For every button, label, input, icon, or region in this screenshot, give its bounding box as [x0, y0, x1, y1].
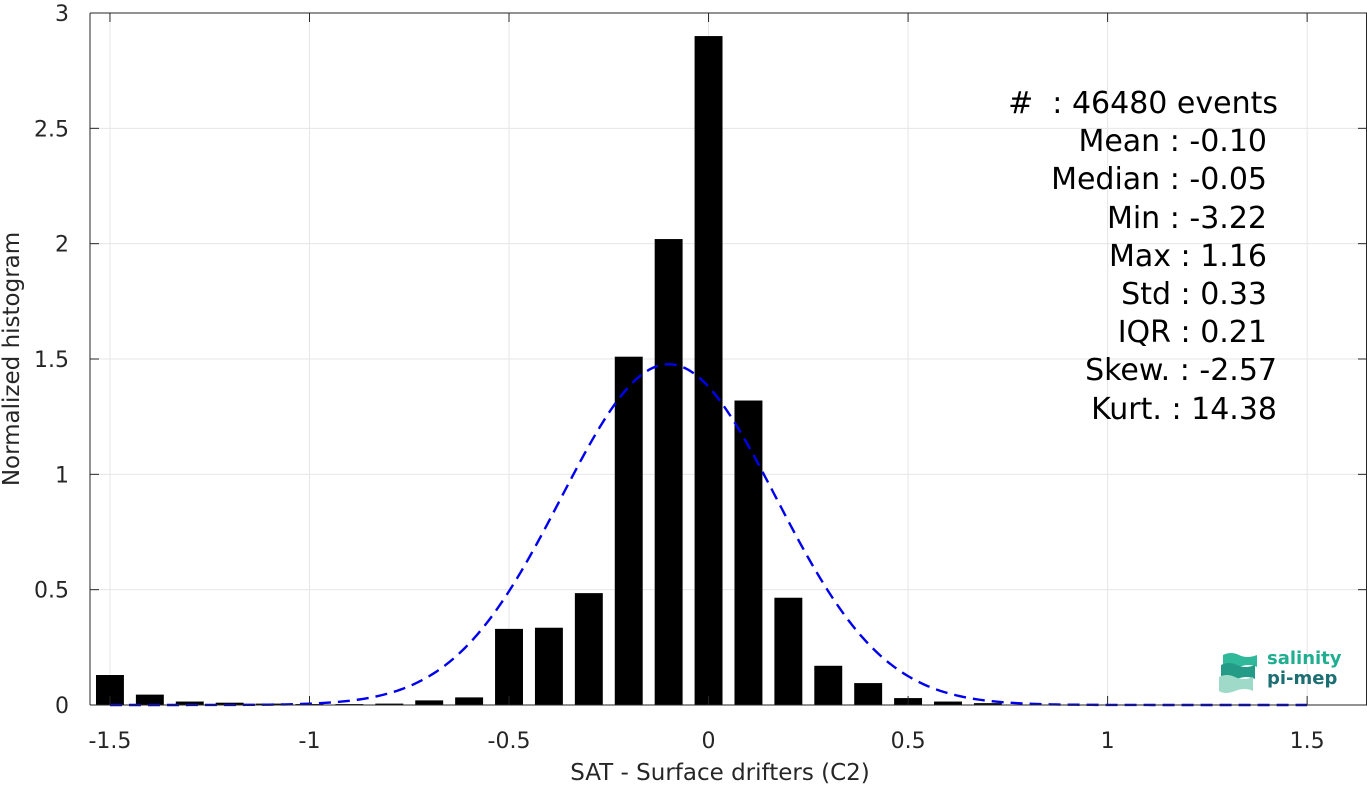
stat-line: Skew. : -2.57: [1085, 353, 1277, 389]
x-tick-label: 1.5: [1290, 729, 1325, 754]
histogram-bar: [694, 36, 723, 706]
x-tick-label: 0.5: [891, 729, 926, 754]
x-tick-label: 1: [1101, 729, 1115, 754]
y-tick-labels: 0 0.5 1 1.5 2 2.5 3: [34, 2, 69, 719]
y-tick-label: 0: [55, 694, 69, 719]
stat-line: Median : -0.05: [1051, 162, 1267, 198]
histogram-bar: [534, 627, 563, 705]
logo-text-salinity: salinity: [1267, 648, 1342, 669]
histogram-bar: [495, 628, 523, 705]
histogram-bar: [734, 400, 763, 705]
histogram-bar: [574, 593, 603, 705]
stat-line: # : 46480 events: [1008, 86, 1278, 121]
histogram-bar: [934, 701, 962, 705]
y-tick-label: 1.5: [34, 348, 69, 373]
histogram-bar: [175, 701, 204, 705]
histogram-bar: [654, 239, 683, 705]
histogram-bar: [135, 694, 164, 705]
waves-icon: [1219, 653, 1257, 693]
stat-line: Min : -3.22: [1106, 200, 1267, 236]
x-tick-label: -1: [299, 729, 321, 754]
y-tick-label: 1: [55, 463, 69, 488]
histogram-bar: [375, 703, 404, 705]
x-tick-label: -1.5: [88, 729, 131, 754]
histogram-bar: [774, 597, 803, 705]
histogram-bar: [854, 683, 883, 705]
histogram-bar: [455, 697, 484, 705]
y-tick-label: 3: [55, 2, 69, 27]
x-axis-label: SAT - Surface drifters (C2): [570, 760, 870, 785]
x-tick-labels: -1.5 -1 -0.5 0 0.5 1 1.5: [88, 729, 1324, 754]
histogram-bar: [415, 700, 444, 705]
y-tick-label: 2.5: [34, 117, 69, 142]
stat-line: Max : 1.16: [1109, 238, 1267, 274]
histogram-bar: [614, 356, 643, 705]
histogram-bars: [95, 36, 1002, 706]
x-tick-label: 0: [702, 729, 716, 754]
salinity-pi-mep-logo: salinity pi-mep: [1217, 648, 1347, 696]
y-axis-label: Normalized histogram: [0, 232, 25, 486]
x-tick-label: -0.5: [488, 729, 531, 754]
y-tick-label: 0.5: [34, 579, 69, 604]
histogram-bar: [814, 665, 843, 705]
stat-line: Std : 0.33: [1121, 277, 1267, 312]
logo-text-pi-mep: pi-mep: [1267, 668, 1338, 689]
histogram-bar: [973, 703, 1002, 705]
stat-line: IQR : 0.21: [1117, 315, 1267, 351]
y-tick-label: 2: [55, 233, 69, 258]
stat-line: Mean : -0.10: [1078, 124, 1267, 160]
stat-line: Kurt. : 14.38: [1091, 391, 1277, 427]
